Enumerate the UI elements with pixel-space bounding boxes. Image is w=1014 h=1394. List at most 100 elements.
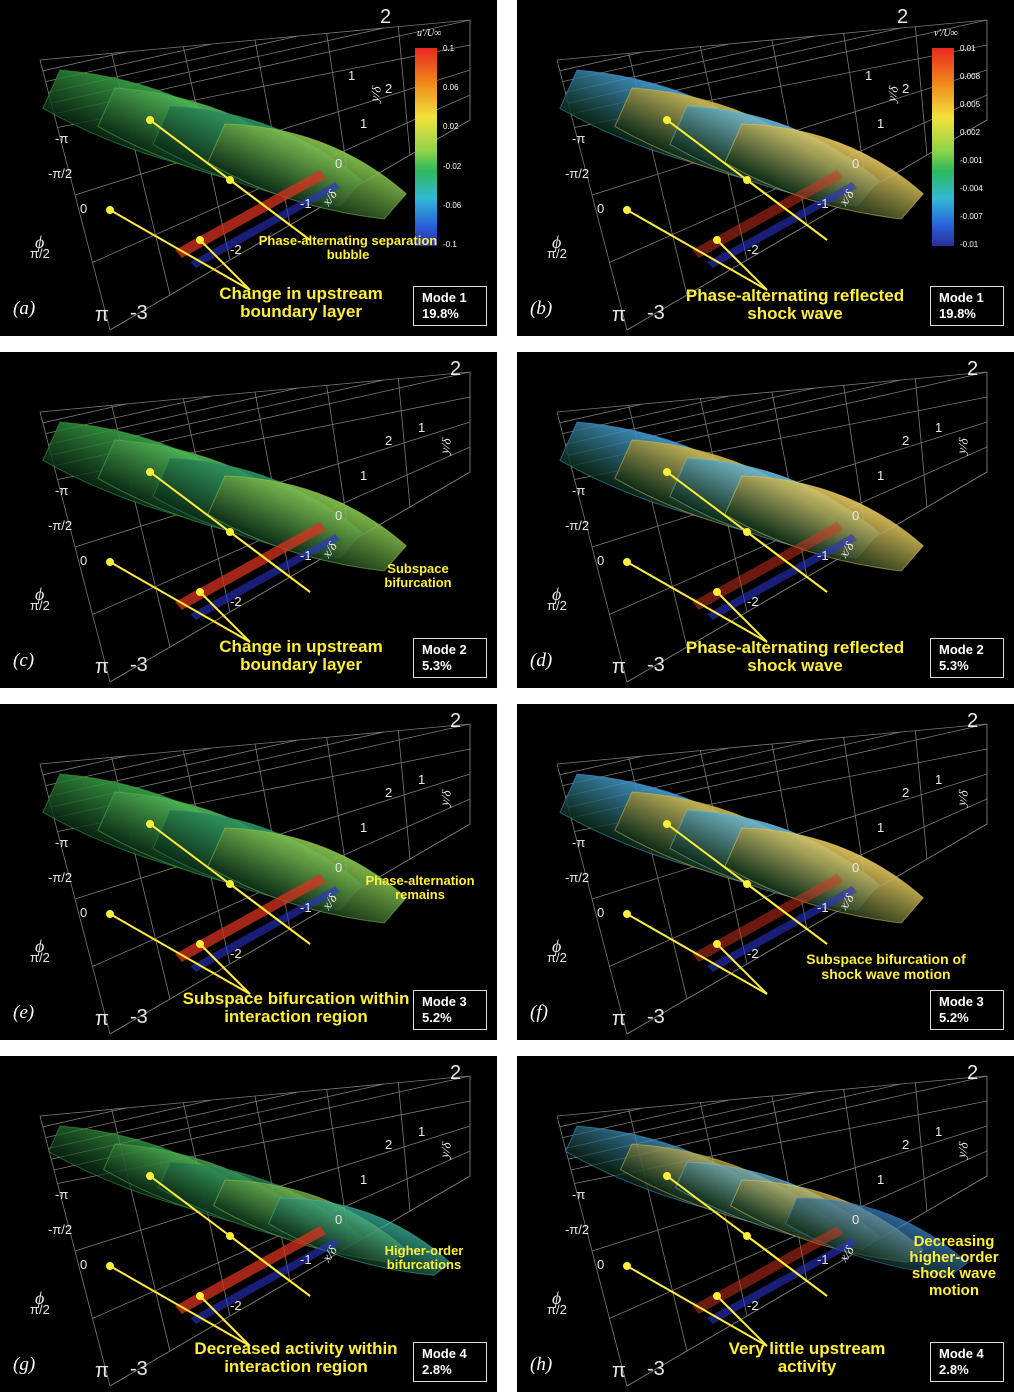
axis-tick-phi: 0 (80, 1257, 88, 1272)
axis-title-phi: ϕ (552, 232, 562, 252)
axis-tick-x: 0 (335, 860, 343, 875)
panel-h: Decreasing higher-order shock wave motio… (517, 1056, 1014, 1392)
axis-title-y: y/δ (436, 1141, 454, 1159)
axis-tick-phi: -π (572, 131, 586, 146)
axis-tick-x: -2 (747, 946, 759, 961)
axis-tick-x: -1 (300, 1252, 312, 1267)
isosurfaces (42, 421, 408, 620)
mode-badge: Mode 3 5.2% (930, 990, 1004, 1030)
axis-tick-x: 0 (852, 860, 860, 875)
colorbar-tick: 0.002 (960, 128, 981, 137)
negative-region (707, 886, 857, 972)
colorbar-tick: -0.02 (443, 161, 462, 171)
axis-tick-phi: π/2 (30, 598, 50, 613)
axis-tick-y: 1 (418, 772, 426, 787)
axis-title-phi: ϕ (35, 584, 45, 604)
axis-title-y: y/δ (436, 789, 454, 807)
isosurface-scene (39, 723, 471, 1035)
annotation-upstream-boundary-layer: Change in upstream boundary layer (219, 284, 383, 322)
isosurfaces (42, 773, 408, 972)
colorbar-tick: 0.01 (960, 44, 976, 53)
colorbar-tick: 0.02 (443, 122, 459, 132)
axis-tick-y: 2 (450, 710, 462, 732)
axis-tick-phi: π/2 (547, 246, 567, 261)
mode-badge: Mode 4 2.8% (413, 1342, 487, 1382)
axis-tick-phi: -π/2 (48, 166, 73, 181)
axis-tick-x: 2 (902, 81, 910, 96)
isosurface-blob (207, 123, 408, 220)
axis-tick-x: -1 (817, 1252, 829, 1267)
colorbar-gradient (415, 48, 437, 246)
colorbar-gradient (932, 48, 954, 246)
panel-e: Phase-alternation remains Subspace bifur… (0, 704, 497, 1040)
axis-tick-phi: π/2 (30, 1302, 50, 1317)
axis-tick-phi: π (612, 656, 626, 678)
panel-b: v′/U∞ 0.01 0.008 0.005 0.002 -0.001 -0.004 -0.0… (517, 0, 1014, 336)
axis-tick-y: 2 (967, 1062, 979, 1084)
axis-tick-phi: 0 (597, 905, 605, 920)
isosurface-scene (556, 723, 988, 1035)
axis-tick-phi: π (95, 304, 109, 326)
axis-tick-phi: π (95, 656, 109, 678)
isosurfaces (559, 773, 925, 972)
panel-label: (g) (13, 1354, 36, 1375)
annotation-decreasing-shock-motion: Decreasing higher-order shock wave motio… (909, 1233, 999, 1299)
negative-region (190, 1238, 340, 1324)
isosurface-scene (556, 1075, 988, 1387)
axis-tick-x: -1 (817, 196, 829, 211)
axis-tick-x: 1 (877, 820, 885, 835)
panel-a: u′/U∞ 0.1 0.06 0.02 -0.02 -0.06 -0.1 Phase-alt… (0, 0, 497, 336)
axis-tick-x: -3 (647, 302, 665, 324)
colorbar-tick: -0.01 (960, 240, 979, 249)
axis-title-phi: ϕ (35, 232, 45, 252)
axis-tick-phi: -π (55, 1187, 69, 1202)
axis-tick-y: 1 (418, 420, 426, 435)
isosurfaces (559, 69, 925, 268)
colorbar-tick: 0.008 (960, 72, 981, 81)
annotation-arrows (106, 1172, 311, 1347)
isosurfaces (47, 1125, 452, 1324)
axis-tick-x: 0 (335, 508, 343, 523)
axis-tick-phi: π/2 (547, 598, 567, 613)
axis-tick-phi: -π (55, 835, 69, 850)
axis-title-y: y/δ (436, 437, 454, 455)
axis-tick-x: -2 (747, 1298, 759, 1313)
axis-tick-y: 2 (380, 6, 392, 28)
negative-region (707, 1238, 857, 1324)
negative-region (707, 534, 857, 620)
axis-title-phi: ϕ (552, 1288, 562, 1308)
axis-tick-x: -1 (300, 900, 312, 915)
panel-label: (f) (530, 1002, 548, 1023)
axis-tick-x: -2 (230, 1298, 242, 1313)
colorbar: v′/U∞ 0.01 0.008 0.005 0.002 -0.001 -0.004 -0.0… (932, 28, 1002, 258)
axis-tick-x: 0 (852, 156, 860, 171)
axis-tick-y: 1 (935, 772, 943, 787)
shock-region (692, 874, 843, 962)
colorbar-tick: -0.1 (443, 240, 457, 249)
axis-tick-phi: -π/2 (565, 518, 590, 533)
isosurface-blob (724, 475, 925, 572)
annotation-shock-bifurcation: Subspace bifurcation of shock wave motio… (806, 951, 966, 983)
shock-region (175, 170, 326, 258)
axis-tick-x: -1 (300, 196, 312, 211)
axis-tick-x: -3 (130, 1006, 148, 1028)
annotation-arrows (106, 820, 311, 995)
axis-tick-x: -1 (300, 548, 312, 563)
axis-grid (39, 723, 471, 1035)
annotation-decreased-activity: Decreased activity within interaction re… (194, 1339, 398, 1377)
mode-badge: Mode 4 2.8% (930, 1342, 1004, 1382)
shock-region (175, 522, 326, 610)
annotation-arrows (623, 116, 828, 291)
axis-tick-x: -3 (130, 654, 148, 676)
panel-label: (h) (530, 1354, 553, 1375)
axis-tick-phi: 0 (80, 201, 88, 216)
axis-tick-y: 1 (935, 1124, 943, 1139)
axis-tick-phi: π (95, 1360, 109, 1382)
axis-tick-x: 2 (902, 433, 910, 448)
axis-tick-phi: π (612, 1360, 626, 1382)
shock-region (692, 522, 843, 610)
negative-region (190, 886, 340, 972)
mode-badge: Mode 1 19.8% (930, 286, 1004, 326)
axis-tick-x: 0 (335, 1212, 343, 1227)
axis-tick-x: 1 (877, 1172, 885, 1187)
